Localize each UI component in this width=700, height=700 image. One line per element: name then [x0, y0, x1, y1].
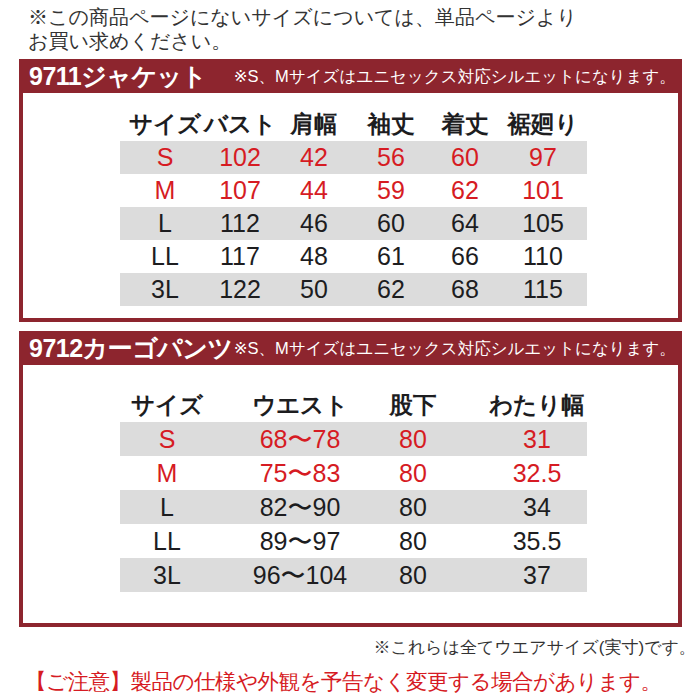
size-value: 35.5 [513, 524, 562, 558]
row-stripe [120, 558, 587, 592]
column-header: 着丈 [442, 108, 489, 141]
size-value: 80 [399, 490, 427, 524]
size-label: LL [153, 524, 181, 558]
size-label: LL [151, 240, 179, 273]
size-value: 56 [377, 141, 405, 174]
size-value: 61 [377, 240, 405, 273]
size-value: 60 [451, 141, 479, 174]
size-value: 97 [529, 141, 557, 174]
section-title: 9712カーゴパンツ [19, 332, 233, 365]
top-note-line2: お買い求めください。 [28, 29, 577, 53]
row-stripe [120, 490, 587, 524]
size-value: 44 [300, 174, 328, 207]
size-value: 31 [523, 422, 551, 456]
column-header: わたり幅 [489, 388, 585, 422]
caution-note: 【ご注意】製品の仕様や外観を予告なく変更する場合があります。 [25, 667, 662, 696]
size-value: 80 [399, 558, 427, 592]
section-note: ※S、Mサイズはユニセックス対応シルエットになります。 [234, 336, 682, 360]
table-row: M 107 44 59 62 101 [23, 174, 678, 207]
column-header: 股下 [390, 388, 437, 422]
size-value: 89〜97 [260, 524, 341, 558]
table-row: 3L 96〜104 80 37 [23, 558, 678, 592]
top-note-line1: ※この商品ページにないサイズについては、単品ページより [28, 5, 577, 29]
size-value: 42 [300, 141, 328, 174]
size-value: 50 [300, 273, 328, 306]
size-label: 3L [153, 558, 181, 592]
size-value: 64 [451, 207, 479, 240]
table-row: LL 117 48 61 66 110 [23, 240, 678, 273]
row-stripe [120, 273, 587, 306]
size-value: 68〜78 [260, 422, 341, 456]
size-table-box: サイズバスト肩幅袖丈着丈裾廻りS10242566097M107445962101… [19, 93, 682, 322]
column-header: 肩幅 [291, 108, 338, 141]
row-stripe [120, 141, 587, 174]
wear-size-note: ※これらは全てウエアサイズ(実寸)です。 [373, 636, 696, 659]
size-value: 34 [523, 490, 551, 524]
section-title: 9711ジャケット [19, 60, 207, 93]
size-value: 48 [300, 240, 328, 273]
size-table-box: サイズ ウエスト 股下 わたり幅 S 68〜78 80 31 M 75〜83 80 32.5 L 82〜9… [19, 365, 682, 627]
size-label: M [157, 456, 178, 490]
size-value: 60 [377, 207, 405, 240]
row-stripe [120, 422, 587, 456]
section-note: ※S、Mサイズはユニセックス対応シルエットになります。 [234, 64, 682, 88]
row-stripe [120, 207, 587, 240]
size-value: 101 [522, 174, 564, 207]
size-value: 66 [451, 240, 479, 273]
table-row: S 102 42 56 60 97 [23, 141, 678, 174]
top-note: ※この商品ページにないサイズについては、単品ページより お買い求めください。 [28, 5, 577, 53]
table-row: L 82〜90 80 34 [23, 490, 678, 524]
column-header: サイズ [131, 388, 203, 422]
size-value: 68 [451, 273, 479, 306]
size-value: 62 [451, 174, 479, 207]
size-value: 59 [377, 174, 405, 207]
section-header-bar: 9712カーゴパンツ ※S、Mサイズはユニセックス対応シルエットになります。 [19, 331, 682, 365]
size-value: 80 [399, 524, 427, 558]
table-row: LL 89〜97 80 35.5 [23, 524, 678, 558]
column-header: サイズ [129, 108, 201, 141]
column-header: バスト [204, 108, 276, 141]
size-value: 32.5 [513, 456, 562, 490]
size-value: 80 [399, 422, 427, 456]
size-value: 105 [522, 207, 564, 240]
column-header: 袖丈 [368, 108, 415, 141]
size-value: 96〜104 [253, 558, 348, 592]
size-value: 82〜90 [260, 490, 341, 524]
table-header-row: サイズバスト肩幅袖丈着丈裾廻り [23, 108, 678, 141]
size-label: M [155, 174, 176, 207]
size-label: L [160, 490, 174, 524]
column-header: 裾廻り [507, 108, 578, 141]
size-value: 117 [220, 240, 260, 273]
size-value: 110 [523, 240, 563, 273]
size-label: S [157, 141, 174, 174]
size-value: 115 [523, 273, 563, 306]
size-value: 112 [220, 207, 260, 240]
size-section: 9711ジャケット ※S、Mサイズはユニセックス対応シルエットになります。 サイ… [19, 59, 682, 322]
size-value: 122 [219, 273, 261, 306]
size-value: 107 [219, 174, 261, 207]
table-row: L 112 46 60 64 105 [23, 207, 678, 240]
size-value: 75〜83 [260, 456, 341, 490]
size-label: L [158, 207, 172, 240]
size-section: 9712カーゴパンツ ※S、Mサイズはユニセックス対応シルエットになります。 サ… [19, 331, 682, 627]
size-value: 46 [300, 207, 328, 240]
size-value: 102 [219, 141, 261, 174]
size-label: 3L [151, 273, 179, 306]
size-label: S [159, 422, 176, 456]
table-row: S 68〜78 80 31 [23, 422, 678, 456]
table-header-row: サイズ ウエスト 股下 わたり幅 [23, 388, 678, 422]
table-row: 3L 122 50 62 68 115 [23, 273, 678, 306]
size-value: 80 [399, 456, 427, 490]
section-header-bar: 9711ジャケット ※S、Mサイズはユニセックス対応シルエットになります。 [19, 59, 682, 93]
size-value: 37 [523, 558, 551, 592]
column-header: ウエスト [252, 388, 348, 422]
table-row: M 75〜83 80 32.5 [23, 456, 678, 490]
size-value: 62 [377, 273, 405, 306]
